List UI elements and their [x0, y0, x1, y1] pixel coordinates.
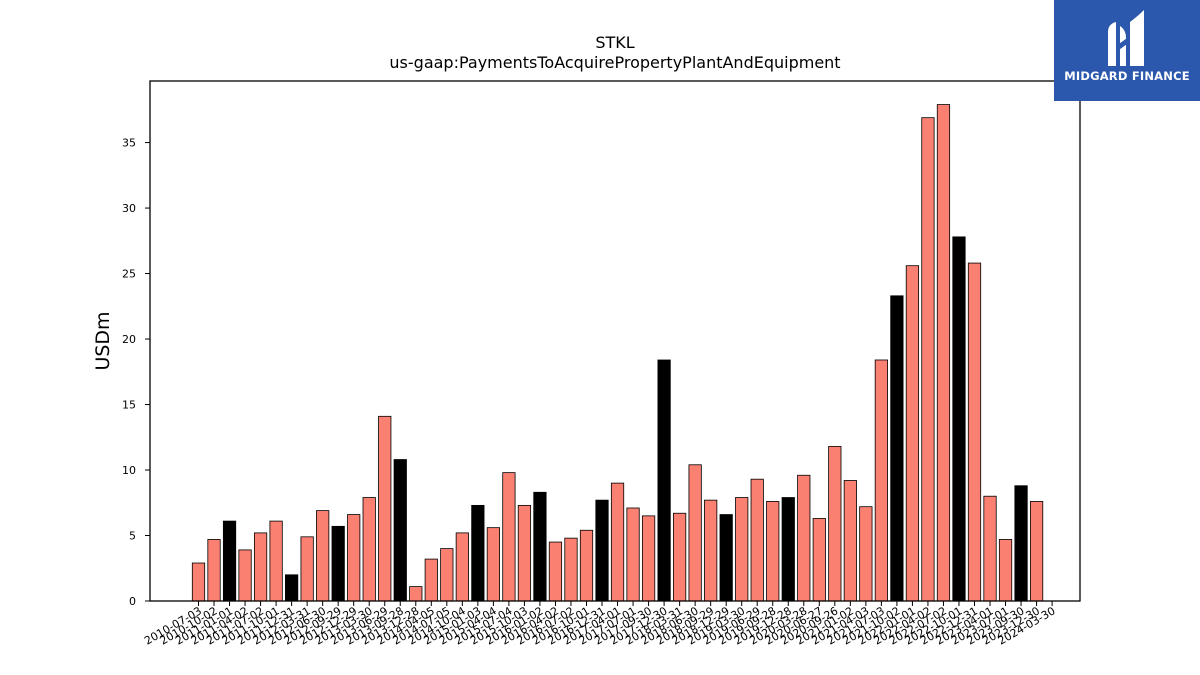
y-tick-label: 10 — [122, 464, 136, 477]
bar — [502, 472, 516, 602]
bar — [191, 562, 206, 602]
y-tick-label: 0 — [129, 595, 136, 608]
bars-layer — [191, 104, 1044, 602]
bar — [440, 548, 454, 602]
brand-logo: MIDGARD FINANCE — [1054, 0, 1200, 101]
bar — [579, 529, 594, 602]
bar — [874, 359, 888, 602]
bar — [285, 574, 299, 602]
bar — [238, 549, 252, 602]
y-tick-label: 25 — [122, 268, 136, 281]
y-tick-label: 15 — [122, 399, 136, 412]
chart-title: STKL — [595, 33, 634, 52]
bar — [471, 504, 485, 602]
bar — [688, 464, 702, 602]
bar — [673, 512, 687, 602]
bar — [750, 478, 764, 602]
bar — [952, 236, 966, 602]
bar — [362, 497, 376, 602]
bar — [486, 527, 500, 602]
plot-frame — [149, 80, 1081, 602]
bar — [253, 532, 268, 602]
bar — [998, 539, 1013, 602]
bar — [378, 415, 392, 602]
bar — [781, 497, 795, 602]
bar — [859, 506, 873, 602]
bar — [967, 262, 982, 602]
y-tick-label: 35 — [122, 137, 136, 150]
bar — [424, 558, 438, 602]
bar — [905, 265, 920, 602]
bar — [641, 515, 656, 602]
bar — [704, 499, 718, 602]
bar — [595, 499, 609, 602]
bar — [331, 525, 345, 602]
bar — [300, 536, 314, 602]
bar — [207, 539, 221, 602]
bar — [533, 491, 547, 602]
brand-name: MIDGARD FINANCE — [1064, 69, 1190, 83]
bar — [316, 510, 330, 602]
bar — [347, 514, 361, 602]
y-tick-label: 5 — [129, 530, 136, 543]
bar — [921, 117, 935, 602]
bar — [517, 504, 532, 602]
bar — [626, 507, 640, 602]
bar — [766, 501, 780, 602]
y-tick-label: 30 — [122, 202, 136, 215]
bar — [455, 532, 469, 602]
bar — [1029, 501, 1044, 602]
bar — [1014, 485, 1028, 602]
bar — [222, 520, 237, 602]
midgard-logo-icon — [1108, 10, 1144, 66]
bar — [843, 480, 857, 602]
bar — [983, 495, 997, 602]
x-axis-ticks: 2010-07-032010-10-022011-01-012011-04-02… — [142, 601, 1058, 648]
chart-subtitle: us-gaap:PaymentsToAcquirePropertyPlantAn… — [389, 53, 840, 72]
bar — [564, 537, 578, 602]
bar — [719, 514, 733, 602]
bar — [393, 459, 407, 602]
bar — [657, 359, 671, 602]
bar — [812, 518, 826, 602]
bar — [269, 520, 283, 602]
y-axis-label: USDm — [92, 311, 114, 370]
bar — [735, 497, 749, 602]
bar — [828, 446, 842, 602]
bar — [797, 474, 811, 602]
bar — [610, 482, 625, 602]
bar — [409, 586, 423, 602]
y-axis-ticks: 0 5 10 15 20 25 30 35 — [122, 137, 150, 608]
y-tick-label: 20 — [122, 333, 136, 346]
bar — [548, 541, 563, 602]
bar — [936, 104, 951, 602]
bar — [890, 295, 904, 602]
